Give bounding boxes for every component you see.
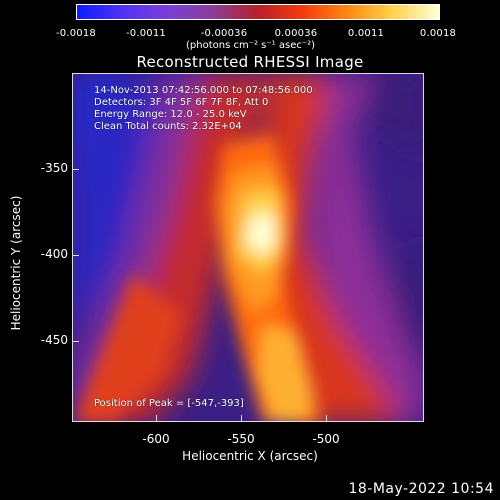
x-tickmark [156, 415, 157, 422]
colorbar-tick: 0.0018 [419, 28, 457, 39]
peak-position: Position of Peak = [-547,-393] [94, 398, 244, 409]
x-axis-label: Heliocentric X (arcsec) [182, 449, 318, 463]
clean-counts: Clean Total counts: 2.32E+04 [94, 121, 242, 132]
x-tick-label: -500 [312, 432, 340, 446]
flare-map [73, 74, 423, 421]
image-title: Reconstructed RHESSI Image [136, 53, 364, 71]
colorbar-tick: -0.00036 [200, 28, 248, 39]
x-tick-label: -550 [227, 432, 255, 446]
y-axis-label: Heliocentric Y (arcsec) [9, 195, 23, 331]
y-tickmark [72, 255, 79, 256]
colorbar-tick: -0.0018 [56, 28, 96, 39]
colorbar-unit: (photons cm⁻² s⁻¹ asec⁻²) [186, 40, 316, 51]
y-tickmark [72, 341, 79, 342]
y-tick-label: -400 [40, 247, 68, 261]
colorbar [76, 4, 440, 20]
colorbar-tick: 0.0011 [347, 28, 385, 39]
energy-range: Energy Range: 12.0 - 25.0 keV [94, 109, 247, 120]
time-range: 14-Nov-2013 07:42:56.000 to 07:48:56.000 [94, 85, 313, 96]
colorbar-tick: -0.0011 [126, 28, 166, 39]
solar-image [72, 73, 424, 422]
colorbar-tick: 0.00036 [274, 28, 318, 39]
y-tick-label: -350 [40, 161, 68, 175]
x-tickmark [241, 415, 242, 422]
y-tickmark [72, 169, 79, 170]
x-tickmark [326, 415, 327, 422]
y-tick-label: -450 [40, 333, 68, 347]
x-tick-label: -600 [142, 432, 170, 446]
timestamp: 18-May-2022 10:54 [348, 481, 494, 497]
detectors: Detectors: 3F 4F 5F 6F 7F 8F, Att 0 [94, 97, 269, 108]
